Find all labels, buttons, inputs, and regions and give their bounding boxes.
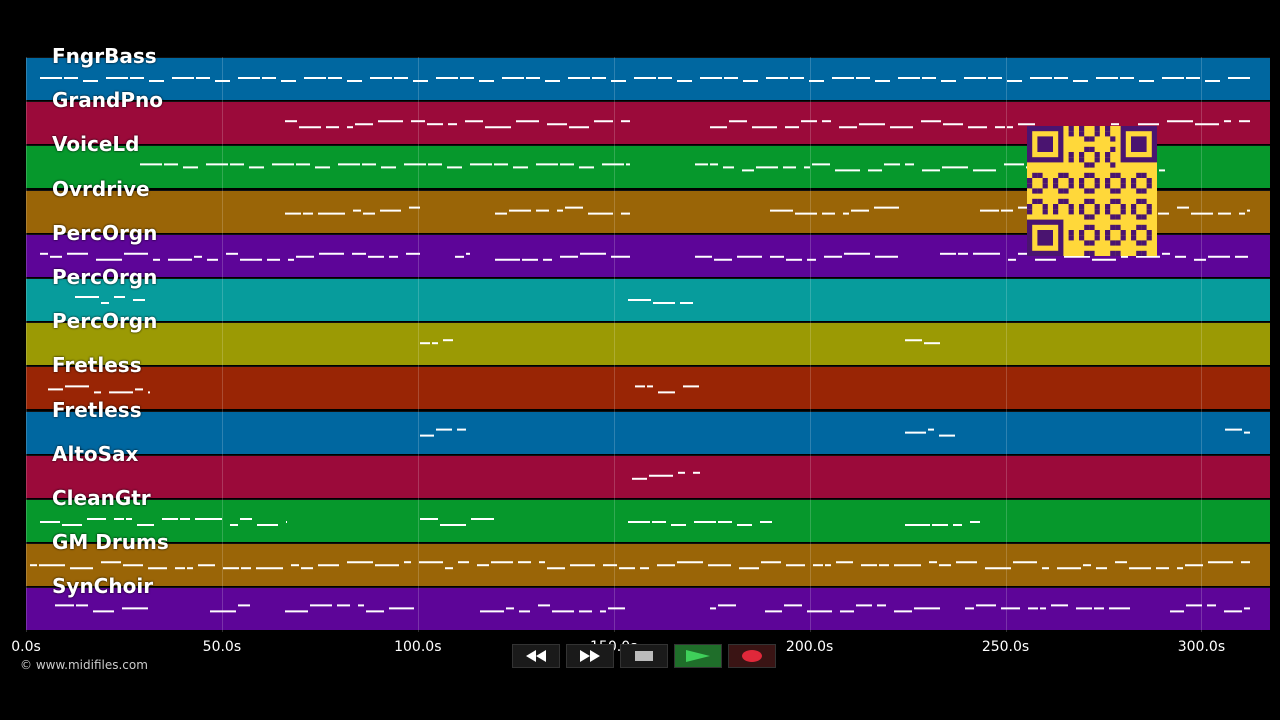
fast-forward-icon (580, 650, 600, 662)
record-button[interactable] (728, 644, 776, 668)
track-lane[interactable] (26, 278, 1270, 321)
track-name: VoiceLd (52, 132, 140, 157)
track-name: Ovrdrive (52, 176, 150, 201)
track-name: PercOrgn (52, 265, 158, 289)
play-icon (686, 650, 710, 662)
track-name: Fretless (52, 397, 142, 422)
play-button[interactable] (674, 644, 722, 668)
track-name: PercOrgn (52, 220, 158, 245)
rewind-icon (526, 650, 546, 662)
rewind-button[interactable] (512, 644, 560, 668)
copyright-text: © www.midifiles.com (20, 658, 148, 672)
record-icon (742, 650, 762, 662)
time-tick-label: 50.0s (202, 639, 242, 655)
time-tick-label: 300.0s (1177, 639, 1226, 655)
track-name: AltoSax (52, 441, 139, 466)
track-name: FngrBass (52, 44, 157, 68)
track-name: GrandPno (52, 88, 163, 113)
transport-controls (512, 644, 776, 668)
qr-code[interactable] (1027, 126, 1157, 256)
time-tick-label: 100.0s (394, 639, 442, 655)
time-tick-label: 200.0s (785, 639, 834, 655)
stop-button[interactable] (620, 644, 668, 668)
track-name: GM Drums (52, 530, 169, 555)
track-lane[interactable] (26, 587, 1270, 631)
track-lane[interactable] (26, 57, 1270, 100)
track-lane[interactable] (26, 366, 1270, 410)
track-lane[interactable] (26, 410, 1270, 454)
track-lane[interactable] (26, 322, 1270, 366)
track-name: CleanGtr (52, 486, 151, 510)
stop-icon (635, 651, 653, 661)
track-name: SynChoir (52, 574, 154, 599)
track-name: PercOrgn (52, 309, 158, 334)
fast-forward-button[interactable] (566, 644, 614, 668)
track-lane[interactable] (26, 454, 1270, 498)
time-tick-label: 0.0s (11, 639, 41, 655)
track-lane[interactable] (26, 499, 1270, 542)
track-name: Fretless (52, 353, 142, 378)
track-lane[interactable] (26, 543, 1270, 587)
time-tick-label: 250.0s (981, 639, 1030, 655)
